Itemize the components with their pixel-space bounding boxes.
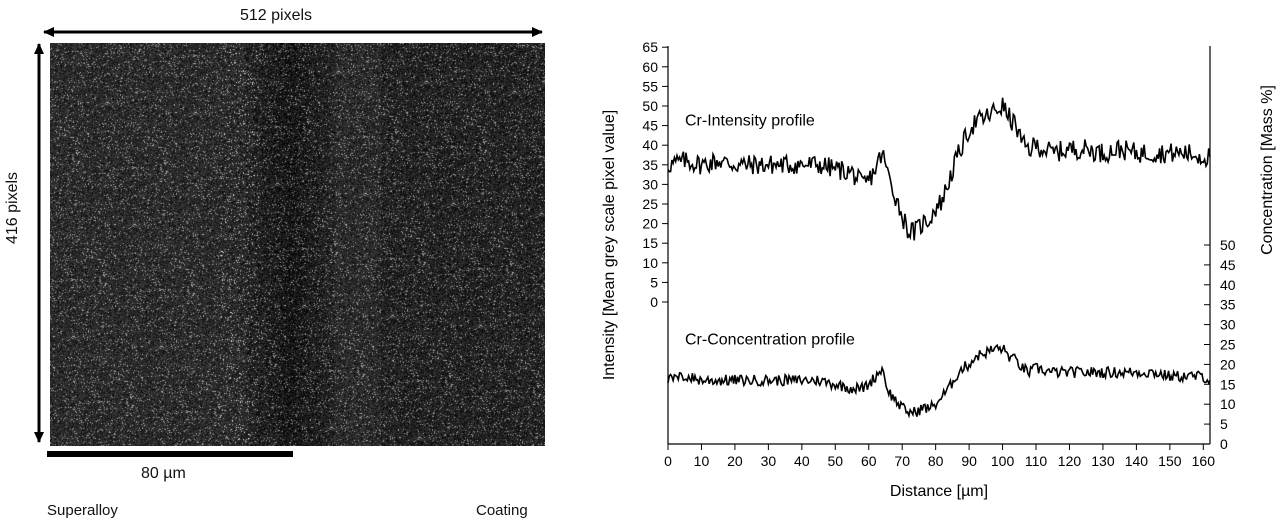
y-axis-left-label: Intensity [Mean grey scale pixel value]: [601, 110, 618, 380]
y-tick-label: 15: [642, 235, 658, 251]
x-tick-label: 110: [1025, 453, 1048, 469]
y-tick-right-label: 50: [1220, 237, 1236, 253]
y-tick-right-label: 0: [1220, 436, 1228, 452]
y-tick-label: 25: [642, 196, 658, 212]
superalloy-label: Superalloy: [47, 502, 118, 519]
x-tick-label: 150: [1158, 453, 1182, 469]
scale-bar: [47, 451, 293, 457]
micrograph-annotations: [34, 27, 543, 457]
y-tick-label: 45: [642, 118, 658, 134]
y-tick-right-label: 20: [1220, 356, 1236, 372]
y-tick-label: 5: [650, 274, 658, 290]
y-axis-left-ticks: 0 5 10 15 20 25 30 35 40 45 50 55 60 65: [642, 39, 668, 310]
chart-axes: [667, 46, 1211, 445]
x-tick-label: 120: [1058, 453, 1082, 469]
y-tick-label: 40: [642, 137, 658, 153]
x-tick-label: 0: [664, 453, 672, 469]
y-tick-label: 0: [650, 294, 658, 310]
intensity-profile-annotation: Cr-Intensity profile: [685, 113, 815, 130]
y-tick-right-label: 30: [1220, 317, 1236, 333]
x-tick-label: 50: [827, 453, 843, 469]
y-axis-right-ticks: 0 5 10 15 20 25 30 35 40 45 50: [1204, 237, 1236, 452]
y-tick-label: 30: [642, 176, 658, 192]
x-tick-label: 20: [727, 453, 743, 469]
y-axis-right-label: Concentration [Mass %]: [1259, 85, 1276, 255]
x-tick-label: 40: [794, 453, 810, 469]
scale-bar-label: 80 µm: [141, 465, 186, 482]
series-concentration-line: [667, 343, 1211, 419]
y-tick-label: 65: [642, 39, 658, 55]
y-tick-label: 35: [642, 157, 658, 173]
series-lines: [667, 97, 1211, 419]
y-tick-right-label: 25: [1220, 337, 1236, 353]
sem-micrograph-image: [50, 43, 545, 446]
y-tick-right-label: 45: [1220, 257, 1236, 273]
x-tick-label: 80: [928, 453, 944, 469]
series-intensity-line: [667, 97, 1211, 241]
x-tick-label: 10: [694, 453, 710, 469]
x-axis-label: Distance [µm]: [890, 483, 988, 500]
y-tick-label: 10: [642, 255, 658, 271]
x-tick-label: 70: [894, 453, 910, 469]
concentration-profile-annotation: Cr-Concentration profile: [685, 332, 855, 349]
x-tick-label: 60: [861, 453, 877, 469]
x-tick-label: 140: [1125, 453, 1149, 469]
y-tick-label: 55: [642, 78, 658, 94]
y-tick-label: 20: [642, 216, 658, 232]
y-tick-label: 60: [642, 59, 658, 75]
coating-label: Coating: [476, 502, 528, 519]
y-tick-right-label: 5: [1220, 416, 1228, 432]
x-tick-label: 130: [1091, 453, 1115, 469]
height-label: 416 pixels: [4, 171, 21, 244]
profile-chart: 0 10 20 30 40 50 60 70 80 90 100 110 120 130 140 150 160…: [601, 39, 1276, 500]
width-label: 512 pixels: [240, 7, 313, 24]
x-axis-ticks: 0 10 20 30 40 50 60 70 80 90 100 110 120 130 140 150 160: [664, 444, 1215, 469]
x-tick-label: 100: [991, 453, 1015, 469]
x-tick-label: 30: [761, 453, 777, 469]
x-tick-label: 160: [1192, 453, 1216, 469]
y-tick-right-label: 10: [1220, 396, 1236, 412]
x-tick-label: 90: [961, 453, 977, 469]
y-tick-label: 50: [642, 98, 658, 114]
y-tick-right-label: 35: [1220, 297, 1236, 313]
y-tick-right-label: 15: [1220, 376, 1236, 392]
y-tick-right-label: 40: [1220, 277, 1236, 293]
